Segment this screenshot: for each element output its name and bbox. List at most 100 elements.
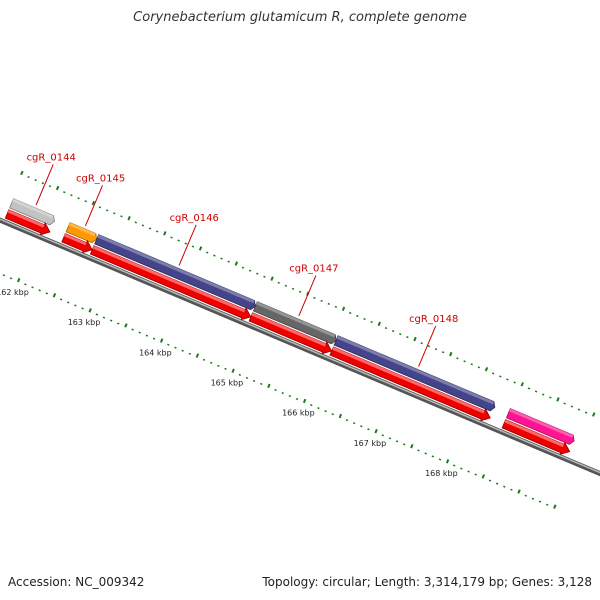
scale-labels: 162 kbp 163 kbp 164 kbp 165 kbp 166 kbp 167 k… bbox=[0, 288, 458, 478]
outer-tick bbox=[341, 306, 346, 312]
outer-tick bbox=[456, 357, 459, 360]
gene-block-highlight bbox=[12, 198, 54, 219]
outer-tick bbox=[527, 387, 531, 390]
backbone-highlight bbox=[0, 218, 600, 474]
gene-block-highlight bbox=[97, 234, 255, 304]
scale-tick bbox=[88, 308, 92, 313]
outer-tick bbox=[277, 281, 280, 284]
outer-tick bbox=[377, 321, 381, 327]
outer-tick bbox=[327, 302, 330, 306]
outer-tick bbox=[113, 212, 116, 215]
scale-tick bbox=[331, 413, 334, 416]
scale-label: 166 kbp bbox=[282, 409, 315, 418]
scale-tick bbox=[317, 407, 320, 410]
scale-tick bbox=[431, 455, 435, 458]
outer-tick bbox=[198, 246, 203, 251]
scale-tick bbox=[231, 368, 235, 373]
scale-tick bbox=[31, 286, 34, 289]
outer-tick bbox=[577, 408, 581, 411]
outer-tick bbox=[549, 396, 552, 399]
scale-tick bbox=[238, 373, 242, 376]
scale-tick bbox=[67, 301, 70, 304]
scale-tick bbox=[381, 434, 384, 437]
scale-tick bbox=[217, 364, 220, 367]
scale-tick bbox=[438, 458, 442, 461]
accession-text: Accession: NC_009342 bbox=[8, 575, 145, 589]
backbone-line bbox=[0, 217, 600, 477]
outer-tick bbox=[434, 348, 438, 351]
scale-tick bbox=[417, 449, 420, 452]
scale-tick bbox=[252, 379, 256, 383]
gene-label: cgR_0144 bbox=[27, 153, 76, 164]
scale-tick bbox=[81, 307, 84, 310]
scale-tick bbox=[195, 353, 200, 358]
outer-tick bbox=[541, 393, 545, 396]
outer-tick bbox=[477, 366, 481, 369]
scale-label: 165 kbp bbox=[211, 379, 244, 388]
scale-label: 164 kbp bbox=[139, 348, 172, 357]
outer-tick bbox=[120, 215, 123, 218]
outer-tick bbox=[534, 390, 538, 393]
scale-tick bbox=[474, 473, 477, 476]
scale-tick bbox=[138, 331, 141, 334]
outer-tick bbox=[592, 412, 596, 417]
outer-tick bbox=[484, 366, 489, 372]
outer-tick bbox=[134, 221, 137, 224]
gene-block bbox=[505, 408, 575, 445]
cds-arrow-highlight bbox=[251, 312, 326, 347]
outer-tick bbox=[105, 209, 109, 212]
outer-tick bbox=[391, 330, 395, 333]
outer-tick bbox=[170, 236, 173, 239]
gene-label: cgR_0147 bbox=[289, 263, 338, 274]
scale-tick bbox=[467, 470, 470, 473]
outer-tick bbox=[449, 351, 453, 357]
outer-tick bbox=[506, 378, 509, 381]
outer-tick bbox=[41, 182, 45, 185]
outer-tick bbox=[77, 197, 80, 200]
scale-tick bbox=[367, 428, 370, 431]
scale-tick bbox=[531, 497, 535, 500]
backbone-track bbox=[0, 217, 600, 477]
outer-tick bbox=[491, 372, 495, 375]
outer-tick bbox=[84, 200, 87, 203]
scale-tick bbox=[360, 425, 363, 428]
scale-tick bbox=[267, 383, 271, 389]
outer-tick bbox=[148, 227, 152, 230]
scale-tick bbox=[295, 397, 299, 401]
gene-label: cgR_0148 bbox=[409, 314, 458, 325]
scale-tick bbox=[24, 283, 27, 286]
scale-tick bbox=[445, 459, 450, 464]
scale-tick bbox=[374, 428, 378, 434]
map-title: Corynebacterium glutamicum R, complete g… bbox=[133, 10, 467, 25]
outer-tick bbox=[48, 185, 52, 188]
scale-tick bbox=[145, 334, 149, 337]
scale-tick bbox=[302, 398, 307, 404]
outer-tick bbox=[177, 239, 180, 242]
scale-tick bbox=[410, 443, 414, 449]
scale-tick bbox=[345, 419, 349, 422]
scale-tick bbox=[52, 293, 57, 298]
gene-label: cgR_0146 bbox=[170, 213, 219, 224]
outer-tick bbox=[227, 260, 230, 263]
scale-tick bbox=[188, 352, 191, 355]
scale-tick bbox=[16, 277, 21, 283]
scale-tick bbox=[210, 361, 213, 364]
outer-tick bbox=[399, 333, 402, 336]
outer-tick bbox=[413, 336, 417, 342]
gene-block-highlight bbox=[336, 335, 494, 405]
scale-tick bbox=[38, 289, 41, 292]
scale-tick bbox=[545, 503, 549, 506]
scale-tick bbox=[488, 479, 492, 482]
outer-tick-marks bbox=[20, 170, 596, 417]
scale-tick bbox=[2, 274, 6, 277]
outer-tick bbox=[363, 317, 366, 321]
scale-tick bbox=[109, 319, 113, 322]
outer-tick bbox=[427, 345, 431, 348]
gene-label: cgR_0145 bbox=[76, 173, 125, 184]
outer-tick bbox=[256, 272, 259, 275]
outer-tick bbox=[241, 266, 245, 269]
outer-tick bbox=[141, 224, 145, 227]
outer-tick bbox=[63, 191, 66, 194]
